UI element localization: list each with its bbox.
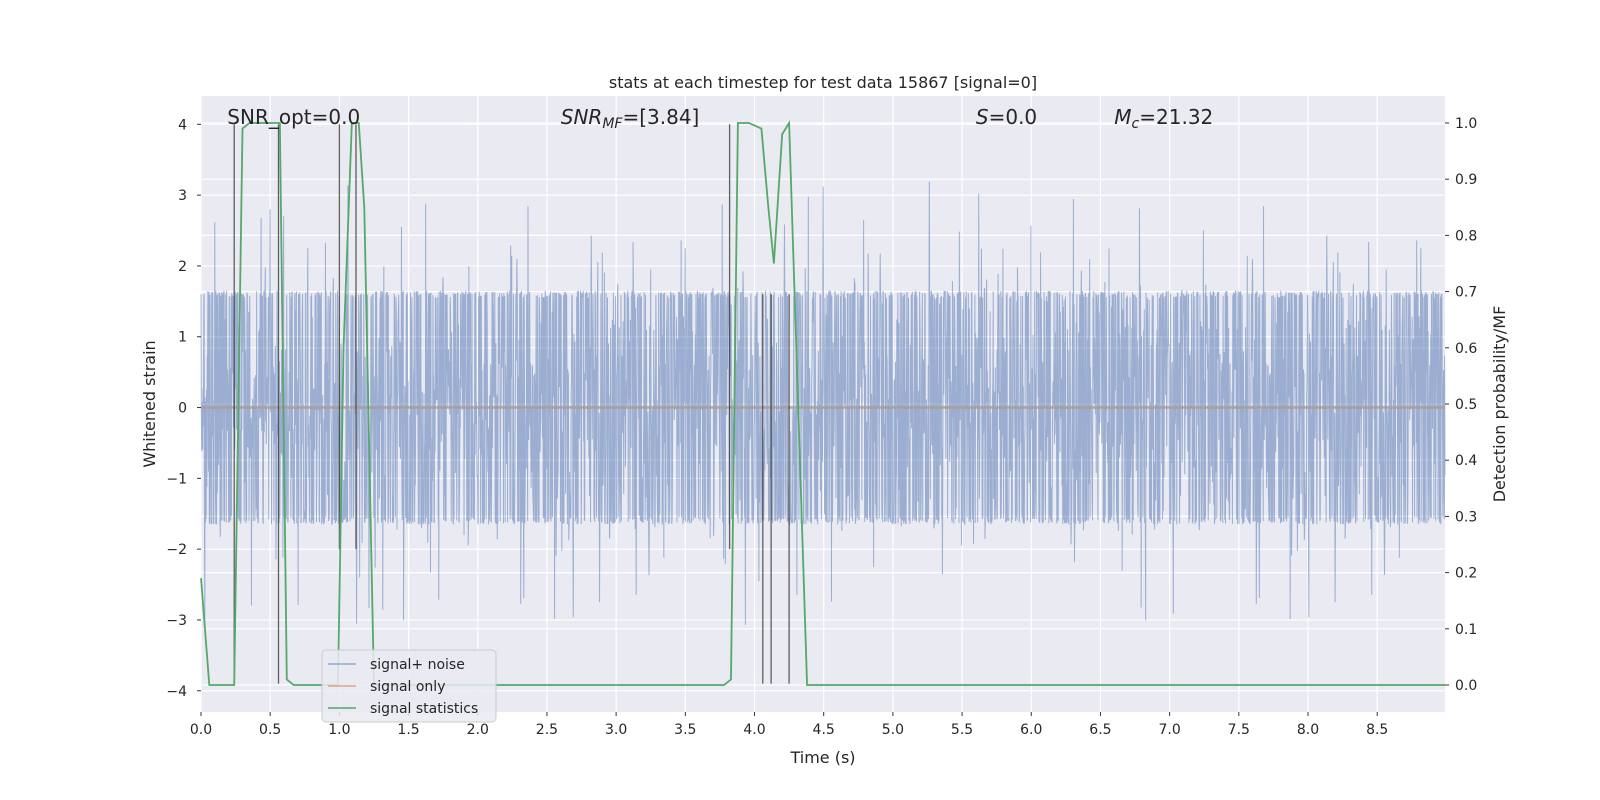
signal-statistics-series (200, 119, 1445, 686)
x-tick-label: 2.0 (467, 722, 489, 738)
x-tick-label: 0.5 (259, 722, 281, 738)
annotation-text: Mc=21.32 (1114, 105, 1213, 132)
signal-plus-noise-line (200, 181, 1446, 626)
y2-tick-label: 0.5 (1455, 397, 1477, 413)
annotations: SNR_opt=0.0 SNRMF=[3.84] S=0.0 Mc=21.32 (227, 105, 1213, 132)
x-tick-label: 5.5 (951, 722, 973, 738)
x-tick-label: 3.0 (605, 722, 627, 738)
y-axis-label: Whitened strain (140, 340, 159, 467)
x-tick-label: 8.0 (1297, 722, 1319, 738)
y2-tick-label: 0.6 (1455, 341, 1477, 357)
annotation-text: SNRMF=[3.84] (561, 105, 700, 132)
legend: signal+ noise signal only signal statist… (321, 649, 497, 723)
x-tick-label: 6.5 (1089, 722, 1111, 738)
annotation-text: SNR_opt=0.0 (227, 105, 360, 129)
legend-label-signal-only: signal only (370, 679, 445, 695)
y2-tick-label: 0.8 (1455, 228, 1477, 244)
x-axis-label: Time (s) (789, 748, 855, 767)
legend-box (321, 649, 497, 723)
y-tick-label: 1 (178, 330, 187, 346)
y-tick-label: −2 (166, 542, 187, 558)
y2-tick-label: 0.4 (1455, 453, 1477, 469)
x-tick-label: 4.5 (813, 722, 835, 738)
x-tick-label: 1.0 (328, 722, 350, 738)
y2-tick-label: 0.3 (1455, 509, 1477, 525)
x-tick-label: 6.0 (1020, 722, 1042, 738)
x-tick-label: 1.5 (397, 722, 419, 738)
legend-label-signal-statistics: signal statistics (370, 701, 478, 717)
y2-tick-label: 1.0 (1455, 116, 1477, 132)
y-tick-label: −1 (166, 471, 187, 487)
y-tick-label: 2 (178, 259, 187, 275)
annotation-text: S=0.0 (976, 105, 1037, 129)
legend-label-signal-noise: signal+ noise (370, 657, 465, 673)
y2-tick-label: 0.2 (1455, 566, 1477, 582)
y-tick-label: 0 (178, 401, 187, 417)
chart-title: stats at each timestep for test data 158… (609, 73, 1037, 92)
signal-plus-noise-series (200, 181, 1446, 626)
x-tick-label: 5.0 (882, 722, 904, 738)
x-tick-label: 8.5 (1366, 722, 1388, 738)
y2-axis-label: Detection probability/MF (1490, 306, 1509, 503)
x-tick-label: 0.0 (190, 722, 212, 738)
y-tick-label: 4 (178, 117, 187, 133)
y-tick-label: 3 (178, 188, 187, 204)
x-tick-label: 3.5 (674, 722, 696, 738)
y2-tick-label: 0.7 (1455, 285, 1477, 301)
trigger-lines (233, 124, 790, 684)
x-tick-label: 7.0 (1158, 722, 1180, 738)
y2-tick-label: 0.0 (1455, 678, 1477, 694)
y2-tick-label: 0.9 (1455, 172, 1477, 188)
axis-ticks: 0.0 0.5 1.0 1.5 2.0 2.5 3.0 3.5 4.0 4.5 5.0 5.5 6.0 6… (166, 116, 1477, 738)
x-tick-label: 4.0 (743, 722, 765, 738)
x-tick-label: 7.5 (1228, 722, 1250, 738)
y2-tick-label: 0.1 (1455, 622, 1477, 638)
y-tick-label: −4 (166, 684, 187, 700)
signal-statistics-line (200, 119, 1445, 686)
x-tick-label: 2.5 (536, 722, 558, 738)
y-tick-label: −3 (166, 613, 187, 629)
